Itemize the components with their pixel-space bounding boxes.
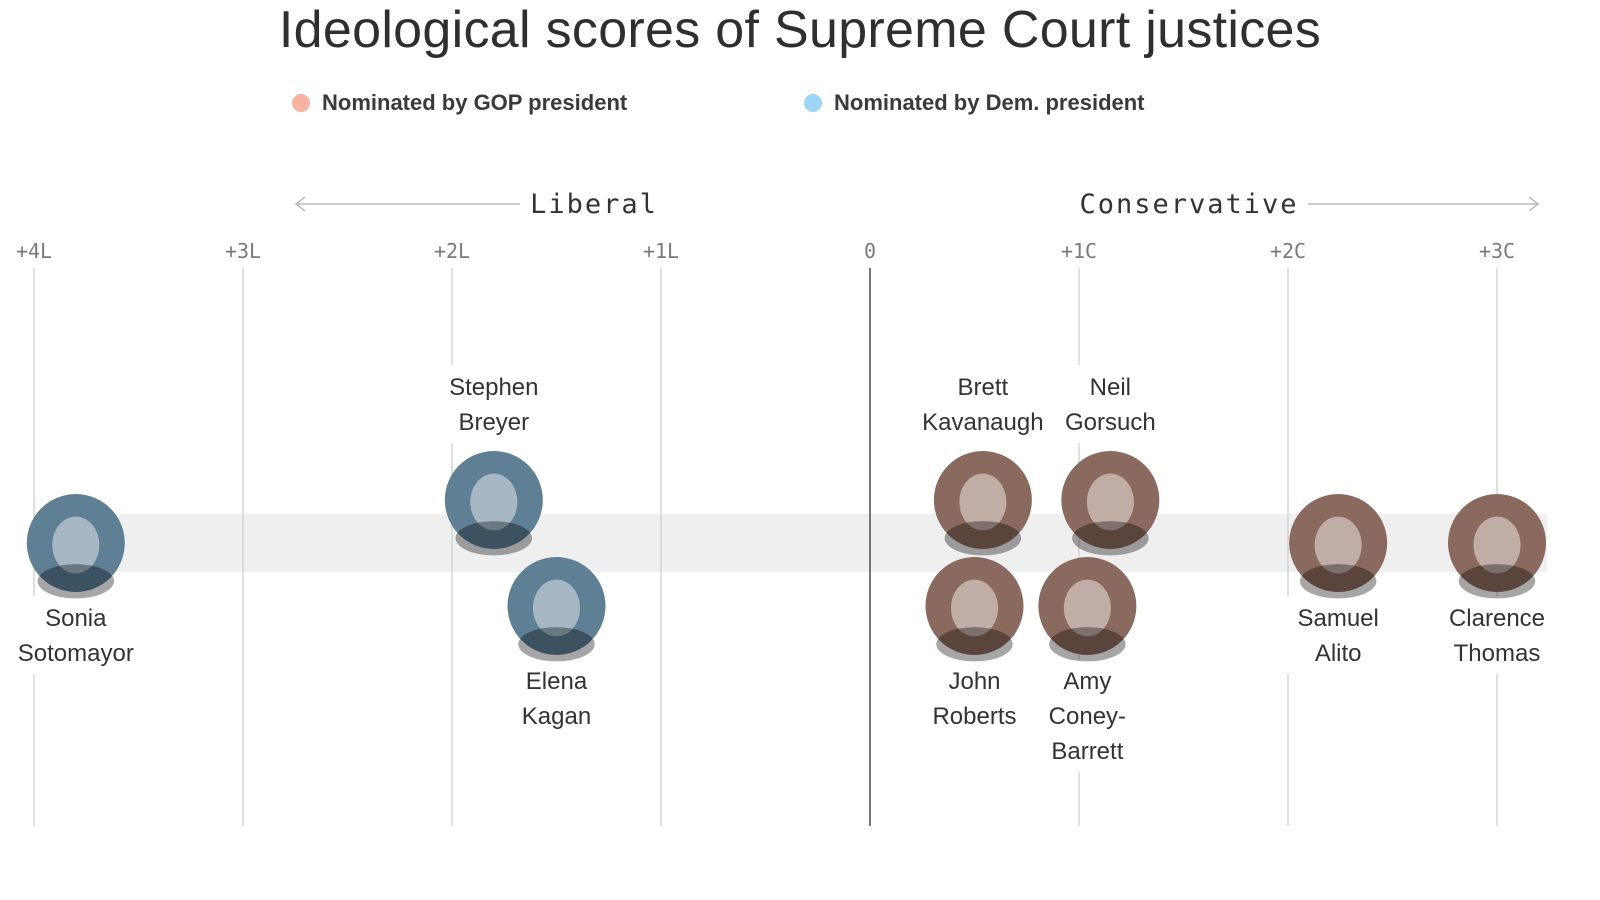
justice-name-label: Kagan bbox=[522, 703, 591, 730]
x-tick-label: +4L bbox=[16, 239, 52, 263]
portrait-face-shape bbox=[959, 473, 1007, 531]
conservative-arrow-head bbox=[1528, 196, 1540, 212]
justice-name-label: Alito bbox=[1315, 640, 1362, 667]
justice-name-label: Stephen bbox=[449, 374, 538, 401]
name-label-backdrop bbox=[1025, 659, 1150, 772]
legend-label-dem: Nominated by Dem. president bbox=[834, 90, 1145, 115]
portrait-face-shape bbox=[1314, 516, 1362, 574]
portrait-shoulders-shape bbox=[1458, 564, 1536, 599]
justice-name-label: Kavanaugh bbox=[922, 409, 1043, 436]
legend-item-dem: Nominated by Dem. president bbox=[804, 90, 1145, 116]
name-label-backdrop bbox=[912, 659, 1037, 737]
chart-title: Ideological scores of Supreme Court just… bbox=[278, 1, 1322, 59]
name-label-backdrop bbox=[431, 365, 556, 443]
portrait-face-shape bbox=[1473, 516, 1521, 574]
portrait-shoulders-shape bbox=[1049, 627, 1126, 662]
legend-swatch-dem bbox=[804, 94, 822, 112]
portrait-shoulders-shape bbox=[1072, 521, 1149, 556]
portrait-face-shape bbox=[52, 516, 100, 574]
portrait-shoulders-shape bbox=[1299, 564, 1377, 599]
portrait-face-shape bbox=[1063, 579, 1111, 637]
legend-swatch-gop bbox=[292, 94, 310, 112]
justice-name-label: Roberts bbox=[932, 703, 1016, 730]
legend-item-gop: Nominated by GOP president bbox=[292, 90, 627, 116]
portrait-shoulders-shape bbox=[455, 521, 533, 556]
portrait-face-shape bbox=[1086, 473, 1134, 531]
liberal-direction-label: Liberal bbox=[530, 189, 658, 220]
justice-name-label: Barrett bbox=[1051, 738, 1123, 765]
justice-portrait-clarencethomas bbox=[1448, 494, 1546, 592]
justice-name-label: Thomas bbox=[1454, 640, 1541, 667]
justice-portrait-johnroberts bbox=[925, 557, 1024, 655]
name-label-backdrop bbox=[494, 659, 619, 737]
portrait-shoulders-shape bbox=[944, 521, 1022, 556]
justice-portrait-samuelalito bbox=[1289, 494, 1388, 592]
justice-name-label: Gorsuch bbox=[1065, 409, 1156, 436]
name-label-backdrop bbox=[1048, 365, 1173, 443]
justice-name-label: Sonia bbox=[45, 605, 107, 632]
x-tick-label: +3L bbox=[225, 239, 261, 263]
justice-portrait-neilgorsuch bbox=[1061, 451, 1160, 549]
x-tick-label: +2L bbox=[434, 239, 470, 263]
justice-name-label: Coney- bbox=[1049, 703, 1126, 730]
portrait-shoulders-shape bbox=[936, 627, 1013, 662]
justice-name-label: Clarence bbox=[1449, 605, 1545, 632]
justice-name-label: Sotomayor bbox=[18, 640, 134, 667]
portrait-shoulders-shape bbox=[37, 564, 115, 599]
justice-portrait-stephenbreyer bbox=[444, 451, 543, 549]
justice-name-label: Neil bbox=[1090, 374, 1131, 401]
name-label-backdrop bbox=[13, 596, 138, 674]
x-tick-label: +1L bbox=[643, 239, 679, 263]
portrait-face-shape bbox=[950, 579, 999, 637]
justice-name-label: Elena bbox=[526, 668, 588, 695]
portrait-shoulders-shape bbox=[518, 627, 595, 662]
justice-portrait-brettkavanaugh bbox=[933, 451, 1032, 549]
name-label-backdrop bbox=[1435, 596, 1559, 674]
justice-name-label: Breyer bbox=[458, 409, 529, 436]
name-label-backdrop bbox=[920, 365, 1045, 443]
conservative-direction-label: Conservative bbox=[1079, 189, 1298, 220]
justice-name-label: John bbox=[948, 668, 1000, 695]
legend: Nominated by GOP president Nominated by … bbox=[0, 90, 1600, 120]
portrait-face-shape bbox=[532, 579, 581, 637]
x-tick-label: +2C bbox=[1270, 239, 1306, 263]
justice-name-label: Amy bbox=[1063, 668, 1111, 695]
liberal-arrow-head bbox=[294, 196, 306, 212]
justice-portrait-soniasotomayor bbox=[26, 494, 125, 592]
justice-name-label: Brett bbox=[958, 374, 1009, 401]
name-label-backdrop bbox=[1276, 596, 1401, 674]
justice-name-label: Samuel bbox=[1297, 605, 1378, 632]
portrait-face-shape bbox=[470, 473, 518, 531]
x-tick-label: +1C bbox=[1061, 239, 1097, 263]
x-tick-label: +3C bbox=[1479, 239, 1515, 263]
legend-label-gop: Nominated by GOP president bbox=[322, 90, 628, 115]
justice-portrait-elenakagan bbox=[507, 557, 606, 655]
justice-portrait-amyconeybarrett bbox=[1038, 557, 1137, 655]
x-tick-label: 0 bbox=[864, 239, 876, 263]
